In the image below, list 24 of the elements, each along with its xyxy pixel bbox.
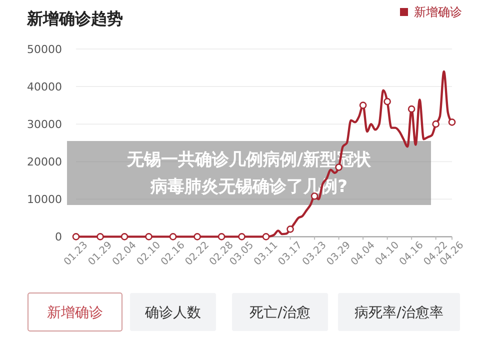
legend-label: 新增确诊 [414, 5, 462, 19]
point [359, 102, 367, 109]
point [145, 233, 152, 240]
tab-button: 新增确诊 [28, 292, 122, 332]
y-tick-label: 0 [55, 230, 62, 244]
point [286, 226, 294, 233]
point [448, 118, 456, 126]
y-tick-label: 10000 [27, 193, 62, 206]
tab-button: 死亡/治愈 [232, 293, 328, 331]
point [72, 233, 80, 240]
point [169, 233, 177, 240]
point [408, 105, 416, 113]
point [432, 120, 440, 128]
point [120, 233, 128, 240]
point [96, 233, 104, 240]
y-tick-label: 30000 [27, 118, 62, 132]
tab-button: 确诊人数 [130, 293, 216, 331]
y-tick-label: 20000 [27, 156, 62, 169]
tab-button: 病死率/治愈率 [338, 293, 460, 331]
y-tick-label: 40000 [27, 80, 62, 94]
y-tick-label: 50000 [27, 43, 62, 56]
point [194, 233, 201, 240]
point [384, 98, 391, 106]
chart-title: 新增确诊趋势 [26, 9, 123, 28]
